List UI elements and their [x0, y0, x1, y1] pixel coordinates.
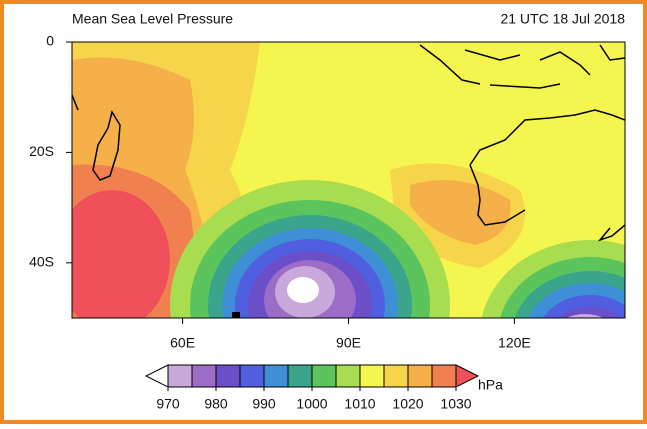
colorbar-box [167, 364, 193, 388]
y-tick-label: 40S [29, 254, 54, 270]
colorbar-box [311, 364, 337, 388]
colorbar-tick-label: 980 [204, 396, 228, 412]
colorbar-tick-label: 1030 [440, 396, 471, 412]
colorbar-box [215, 364, 241, 388]
x-tick-label: 60E [170, 335, 195, 351]
colorbar-high-triangle [455, 364, 480, 388]
time-stamp: 21 UTC 18 Jul 2018 [500, 11, 625, 27]
y-tick-label: 20S [29, 143, 54, 159]
colorbar-box [287, 364, 313, 388]
colorbar-box [431, 364, 457, 388]
colorbar-unit: hPa [478, 377, 503, 393]
x-tick-label: 90E [336, 335, 361, 351]
title: Mean Sea Level Pressure [72, 11, 233, 27]
colorbar-box [263, 364, 289, 388]
y-tick-label: 0 [46, 33, 54, 49]
colorbar-tick-label: 970 [156, 396, 180, 412]
colorbar-box [383, 364, 409, 388]
colorbar-tick-label: 1000 [296, 396, 327, 412]
colorbar-box [359, 364, 385, 388]
pressure-field [72, 42, 625, 318]
x-tick-label: 120E [498, 335, 531, 351]
colorbar-box [335, 364, 361, 388]
colorbar-box [407, 364, 433, 388]
colorbar-tick-label: 1020 [392, 396, 423, 412]
colorbar-tick-label: 990 [252, 396, 276, 412]
colorbar-tick-label: 1010 [344, 396, 375, 412]
colorbar-box [239, 364, 265, 388]
colorbar-box [191, 364, 217, 388]
